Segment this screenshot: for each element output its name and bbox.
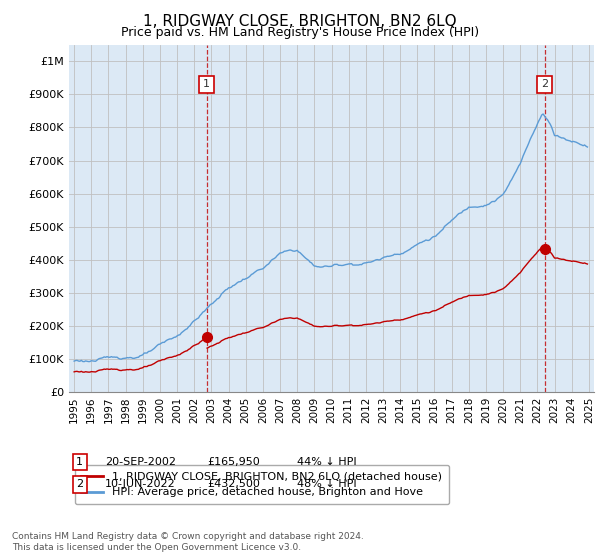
Text: £165,950: £165,950 — [207, 457, 260, 467]
Text: Price paid vs. HM Land Registry's House Price Index (HPI): Price paid vs. HM Land Registry's House … — [121, 26, 479, 39]
Text: 10-JUN-2022: 10-JUN-2022 — [105, 479, 176, 489]
Text: 1: 1 — [203, 80, 210, 90]
Text: 2: 2 — [541, 80, 548, 90]
Text: 20-SEP-2002: 20-SEP-2002 — [105, 457, 176, 467]
Text: 1: 1 — [76, 457, 83, 467]
Text: 44% ↓ HPI: 44% ↓ HPI — [297, 457, 356, 467]
Text: 48% ↓ HPI: 48% ↓ HPI — [297, 479, 356, 489]
Text: 1, RIDGWAY CLOSE, BRIGHTON, BN2 6LQ: 1, RIDGWAY CLOSE, BRIGHTON, BN2 6LQ — [143, 14, 457, 29]
Text: Contains HM Land Registry data © Crown copyright and database right 2024.
This d: Contains HM Land Registry data © Crown c… — [12, 532, 364, 552]
Text: £432,500: £432,500 — [207, 479, 260, 489]
Text: 2: 2 — [76, 479, 83, 489]
Legend: 1, RIDGWAY CLOSE, BRIGHTON, BN2 6LQ (detached house), HPI: Average price, detach: 1, RIDGWAY CLOSE, BRIGHTON, BN2 6LQ (det… — [74, 465, 449, 504]
